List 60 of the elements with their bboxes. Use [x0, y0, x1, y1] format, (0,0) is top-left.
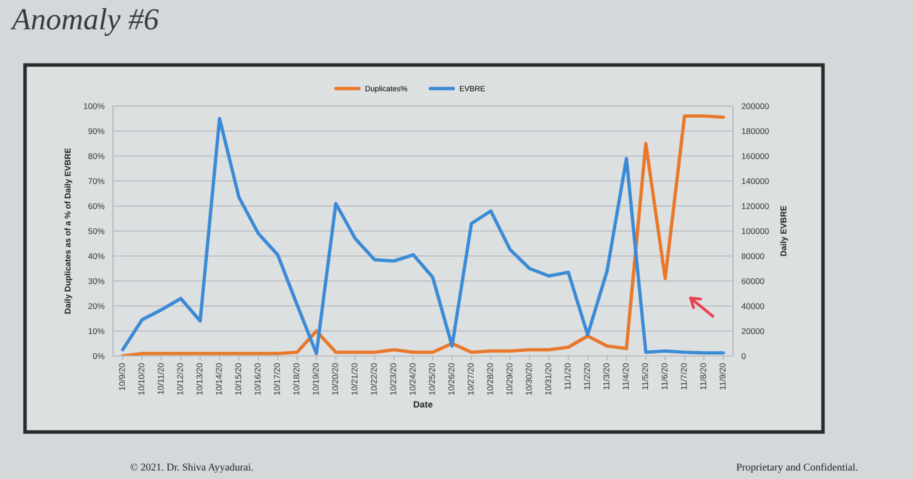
x-tick-label: 10/17/20 — [274, 363, 280, 395]
x-tick-label: 10/20/20 — [332, 363, 338, 395]
y-tick-label: 70% — [88, 178, 104, 184]
x-tick-label: 11/2/20 — [584, 363, 590, 390]
y-tick-label: 10% — [88, 328, 104, 334]
x-tick-label: 10/16/20 — [254, 363, 261, 395]
x-tick-label: 10/31/20 — [545, 363, 552, 395]
y-tick-label: 50% — [88, 228, 104, 234]
x-tick-label: 10/10/20 — [138, 363, 144, 395]
x-tick-label: 11/7/20 — [680, 363, 687, 390]
y-axis-title: Daily Duplicates as of a % of Daily EVBRE — [64, 148, 72, 314]
y-tick-label: 90% — [88, 128, 104, 134]
x-tick-label: 11/4/20 — [622, 363, 629, 390]
x-tick-label: 10/25/20 — [428, 363, 435, 395]
y2-tick-label: 100000 — [742, 228, 769, 234]
x-tick-label: 11/3/20 — [603, 363, 610, 390]
x-tick-label: 11/5/20 — [642, 363, 648, 390]
x-tick-label: 10/28/20 — [486, 363, 494, 395]
y2-axis-title: Daily EVBRE — [780, 206, 788, 256]
y2-tick-label: 60000 — [742, 278, 764, 284]
x-tick-label: 11/1/20 — [564, 363, 571, 390]
x-tick-label: 10/27/20 — [468, 363, 474, 395]
y-tick-label: 0% — [92, 353, 104, 360]
x-tick-label: 11/8/20 — [700, 363, 706, 390]
x-tick-label: 10/26/20 — [448, 363, 454, 395]
x-tick-label: 10/29/20 — [506, 363, 512, 395]
x-tick-label: 10/15/20 — [235, 363, 242, 395]
chart-title: Anomaly #6 — [10, 8, 159, 36]
x-tick-label: 10/14/20 — [216, 363, 222, 395]
y2-tick-label: 200000 — [742, 103, 769, 110]
y2-tick-label: 0 — [742, 353, 746, 360]
y-tick-label: 80% — [88, 153, 104, 160]
x-tick-label: 10/23/20 — [390, 363, 396, 395]
x-tick-label: 10/9/20 — [118, 363, 125, 390]
x-tick-label: 11/9/20 — [719, 363, 726, 390]
x-tick-label: 10/18/20 — [293, 363, 300, 395]
y-tick-label: 20% — [88, 303, 104, 310]
y2-tick-label: 80000 — [742, 253, 764, 260]
y-tick-label: 60% — [88, 203, 104, 210]
x-axis-title: Date — [414, 401, 432, 408]
text: Proprietary and Confidential. — [736, 463, 858, 473]
x-tick-label: 10/24/20 — [409, 363, 416, 395]
x-tick-label: 10/21/20 — [351, 363, 358, 395]
x-tick-label: 10/30/20 — [526, 363, 532, 395]
y-tick-label: 100% — [84, 103, 104, 110]
y2-tick-label: 20000 — [742, 328, 764, 334]
x-tick-label: 10/19/20 — [312, 363, 319, 395]
x-tick-label: 11/6/20 — [661, 363, 668, 390]
x-tick-label: 10/22/20 — [370, 363, 377, 395]
y2-tick-label: 160000 — [742, 153, 769, 160]
x-tick-label: 10/11/20 — [158, 363, 164, 394]
y2-tick-label: 140000 — [742, 178, 769, 184]
y-tick-label: 30% — [88, 278, 104, 284]
y2-tick-label: 180000 — [742, 128, 769, 134]
y2-tick-label: 40000 — [742, 303, 764, 310]
y-tick-label: 40% — [88, 253, 104, 260]
x-tick-label: 10/12/20 — [176, 363, 184, 395]
x-tick-label: 10/13/20 — [196, 363, 202, 395]
y2-tick-label: 120000 — [742, 203, 769, 210]
text: © 2021. Dr. Shiva Ayyadurai. — [130, 463, 253, 473]
